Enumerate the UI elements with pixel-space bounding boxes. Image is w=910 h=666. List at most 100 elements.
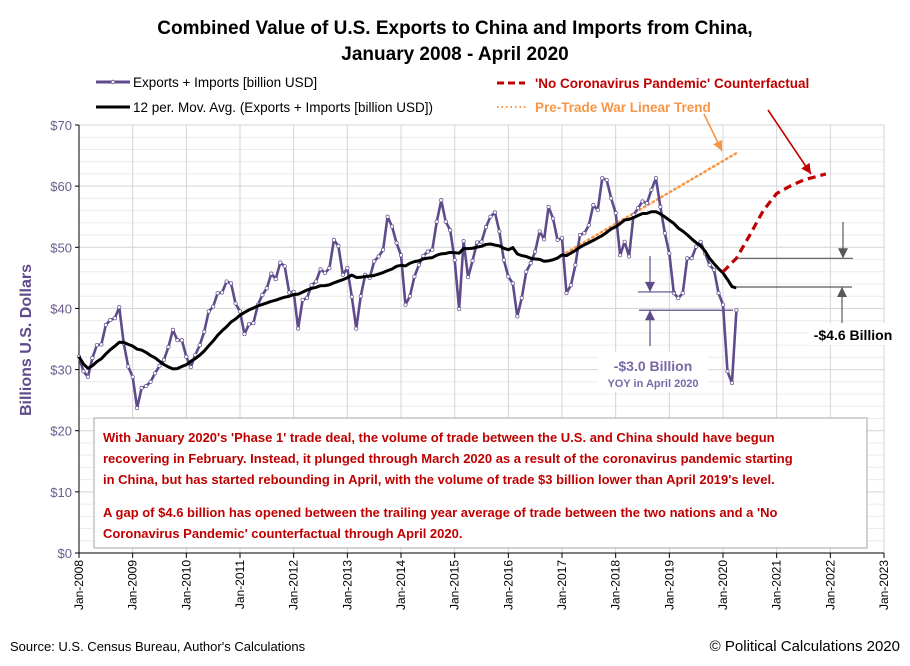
data-point xyxy=(497,229,502,234)
data-point xyxy=(130,374,135,379)
data-point xyxy=(416,262,421,268)
data-point xyxy=(139,385,144,390)
legend-label: Exports + Imports [billion USD] xyxy=(133,75,317,90)
data-point xyxy=(126,364,131,369)
data-point xyxy=(318,267,323,272)
data-point xyxy=(712,267,717,272)
data-point xyxy=(609,196,614,201)
data-point xyxy=(421,253,426,258)
data-point xyxy=(537,229,542,234)
data-point xyxy=(246,322,251,327)
data-point xyxy=(582,231,587,236)
data-point xyxy=(403,302,408,307)
data-point xyxy=(533,249,538,254)
x-tick-label: Jan-2023 xyxy=(877,560,891,610)
x-tick-label: Jan-2019 xyxy=(662,560,676,610)
note-line: recovering in February. Instead, it plun… xyxy=(103,451,793,466)
data-point xyxy=(170,327,175,332)
data-point xyxy=(439,198,444,203)
y-tick-label: $30 xyxy=(50,363,72,378)
legend-item-moving-average: 12 per. Mov. Avg. (Exports + Imports [bi… xyxy=(96,100,433,115)
data-point xyxy=(667,251,672,256)
trend-pointer-arrow-head xyxy=(713,139,723,151)
x-tick-label: Jan-2014 xyxy=(394,560,408,610)
data-point xyxy=(188,365,193,370)
x-tick-label: Jan-2020 xyxy=(716,560,730,610)
data-point xyxy=(658,204,663,209)
data-point xyxy=(309,283,314,288)
data-point xyxy=(215,291,220,296)
data-point xyxy=(340,272,345,277)
copyright: © Political Calculations 2020 xyxy=(710,638,900,655)
data-point xyxy=(287,290,292,295)
data-point xyxy=(524,269,529,274)
counterfactual-pointer-arrow-shaft xyxy=(767,109,812,175)
data-point xyxy=(694,244,699,249)
note-line: With January 2020's 'Phase 1' trade deal… xyxy=(103,430,775,445)
data-point xyxy=(430,247,435,252)
data-point xyxy=(305,295,310,301)
data-point xyxy=(568,283,573,288)
data-point xyxy=(644,201,650,206)
data-point xyxy=(161,357,167,362)
data-point xyxy=(224,279,229,284)
data-point xyxy=(264,286,269,291)
data-point xyxy=(461,239,466,244)
data-point xyxy=(179,338,184,343)
x-tick-label: Jan-2008 xyxy=(72,560,86,610)
data-point xyxy=(725,369,730,374)
data-point xyxy=(470,258,475,263)
data-point xyxy=(613,210,618,216)
data-point xyxy=(220,290,225,295)
gap-up-arrow-head xyxy=(837,287,847,298)
data-point xyxy=(135,406,140,411)
x-tick-label: Jan-2009 xyxy=(126,560,140,610)
data-point xyxy=(716,291,721,296)
data-point xyxy=(390,224,395,229)
data-point xyxy=(358,294,363,299)
data-point xyxy=(653,176,658,181)
data-point xyxy=(144,384,149,389)
data-point xyxy=(466,275,471,280)
data-point xyxy=(595,207,600,213)
data-point xyxy=(85,374,90,379)
data-point xyxy=(184,354,189,359)
data-point xyxy=(251,321,256,326)
x-tick-label: Jan-2015 xyxy=(448,560,462,610)
data-point xyxy=(354,326,359,331)
data-point xyxy=(627,254,632,259)
data-point xyxy=(515,314,520,319)
data-point xyxy=(152,371,158,376)
data-point xyxy=(202,329,207,334)
y-tick-label: $10 xyxy=(50,485,72,500)
data-point xyxy=(349,294,354,299)
data-point xyxy=(649,187,654,192)
data-point xyxy=(604,177,609,183)
data-point xyxy=(492,210,497,215)
data-point xyxy=(707,262,712,268)
data-point xyxy=(108,317,113,323)
linear-trend-line xyxy=(560,151,738,257)
data-point xyxy=(618,253,623,258)
data-point xyxy=(546,204,551,209)
data-point xyxy=(452,258,457,263)
y-tick-label: $60 xyxy=(50,179,72,194)
data-point xyxy=(372,259,377,264)
data-point xyxy=(501,258,506,263)
data-point xyxy=(211,304,216,309)
y-tick-label: $70 xyxy=(50,118,72,133)
data-point xyxy=(542,237,547,242)
data-point xyxy=(506,274,511,279)
data-point xyxy=(600,176,605,181)
data-point xyxy=(233,301,238,306)
data-point xyxy=(448,228,453,233)
note-line: in China, but has started rebounding in … xyxy=(103,472,775,487)
data-point xyxy=(300,297,305,302)
data-point xyxy=(175,338,180,343)
yoy-down-arrow-head xyxy=(645,281,655,292)
data-point xyxy=(269,271,274,276)
y-tick-label: $0 xyxy=(58,546,72,561)
data-point xyxy=(331,237,336,242)
data-point xyxy=(528,261,533,266)
